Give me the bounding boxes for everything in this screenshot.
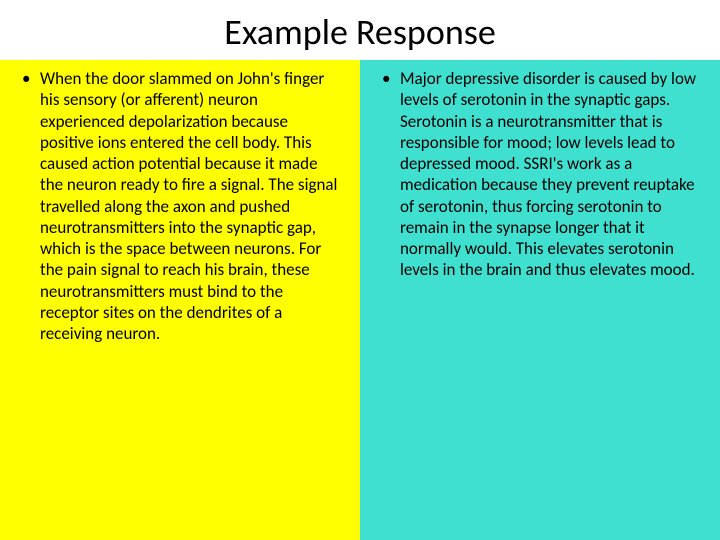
left-bullet-text: When the door slammed on John's finger h… xyxy=(40,68,340,344)
right-bullet-text: Major depressive disorder is caused by l… xyxy=(400,68,700,281)
slide-title: Example Response xyxy=(0,0,720,60)
slide-container: Example Response When the door slammed o… xyxy=(0,0,720,540)
right-column: Major depressive disorder is caused by l… xyxy=(360,60,720,540)
columns-wrapper: When the door slammed on John's finger h… xyxy=(0,60,720,540)
left-column: When the door slammed on John's finger h… xyxy=(0,60,360,540)
